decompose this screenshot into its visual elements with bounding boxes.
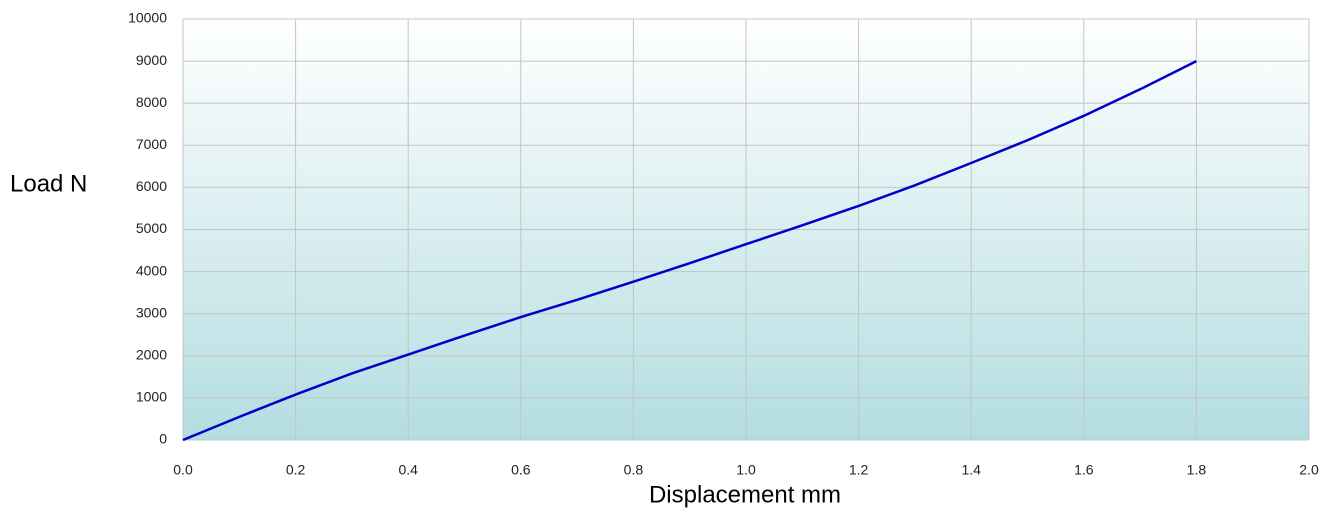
x-tick-label: 1.4 [961, 462, 981, 478]
y-tick-label: 0 [159, 431, 167, 447]
y-tick-label: 9000 [136, 52, 167, 68]
data-line [182, 59, 1197, 442]
x-tick-label: 0.4 [398, 462, 418, 478]
x-tick-label: 1.8 [1187, 462, 1207, 478]
y-tick-label: 1000 [136, 389, 167, 405]
y-tick-label: 3000 [136, 304, 167, 320]
x-axis-label: Displacement mm [649, 481, 841, 508]
x-tick-label: 0.2 [286, 462, 306, 478]
y-tick-label: 6000 [136, 178, 167, 194]
x-tick-label: 2.0 [1299, 462, 1319, 478]
y-axis-label: Load N [10, 170, 87, 197]
x-tick-label: 1.2 [849, 462, 869, 478]
x-tick-label: 1.0 [736, 462, 756, 478]
y-tick-label: 5000 [136, 220, 167, 236]
x-tick-label: 0.6 [511, 462, 531, 478]
y-tick-label: 8000 [136, 94, 167, 110]
x-tick-label: 1.6 [1074, 462, 1094, 478]
y-tick-label: 7000 [136, 136, 167, 152]
x-tick-label: 0.8 [624, 462, 644, 478]
y-tick-label: 2000 [136, 347, 167, 363]
y-tick-label: 4000 [136, 262, 167, 278]
y-tick-label: 10000 [128, 10, 167, 26]
x-tick-label: 0.0 [173, 462, 193, 478]
